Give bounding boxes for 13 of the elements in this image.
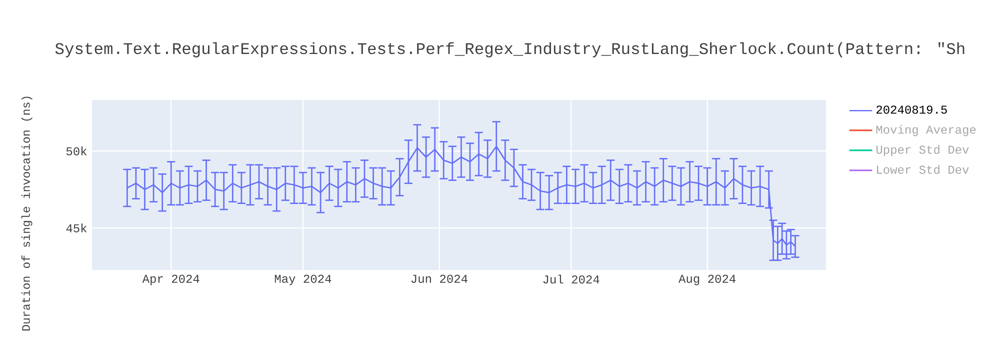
legend-label: 20240819.5 [876,106,947,114]
y-tick-label: 45k [66,224,87,232]
x-tick-label: May 2024 [274,274,332,286]
y-tick-label: 50k [66,146,87,156]
x-tick-label: Aug 2024 [678,274,736,286]
x-tick-label: Jul 2024 [543,274,600,284]
chart-title: System.Text.RegularExpressions.Tests.Perf_Regex_Industry_RustLang_Sherlock.Count(Pattern: "Sh [55,42,964,58]
legend-label: Moving Average [876,124,976,136]
legend-label: Upper Std Dev [876,144,969,156]
x-tick-label: Apr 2024 [142,274,200,286]
y-axis-title: Duration of single invocation (ns) [21,96,32,330]
legend-label: Lower Std Dev [877,165,969,174]
x-tick-label: Jun 2024 [411,274,468,283]
